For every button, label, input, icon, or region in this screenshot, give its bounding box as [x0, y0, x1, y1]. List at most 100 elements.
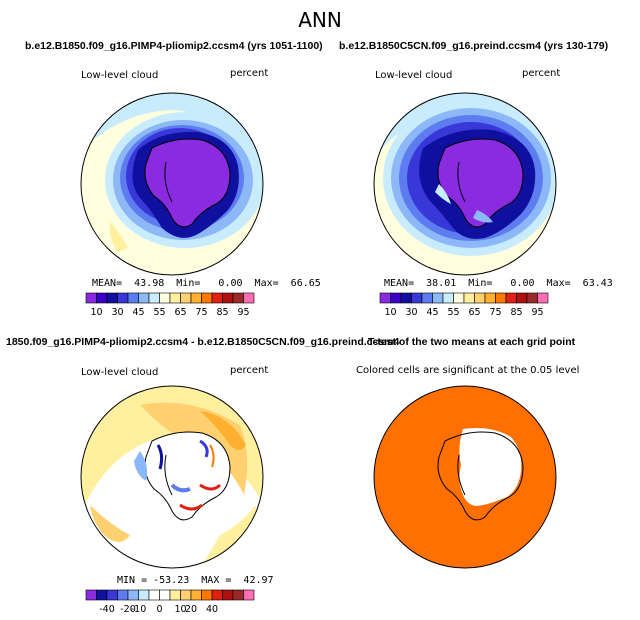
panel2-colorbar-tick-label: 55: [447, 307, 459, 318]
panel1-colorbar-box: [106, 292, 118, 304]
panel1-colorbar-box: [180, 292, 192, 304]
panel2-colorbar-box: [505, 292, 517, 304]
panel3-colorbar-box: [159, 589, 171, 601]
panel1-colorbar-box: [127, 292, 139, 304]
panel3-colorbar-box: [211, 589, 223, 601]
main-title: ANN: [298, 8, 342, 32]
panel3-red-streak-1: [199, 483, 222, 491]
panel1-colorbar-box: [96, 292, 108, 304]
panel1-colorbar-box: [85, 292, 97, 304]
panel1-colorbar-tick-label: 95: [237, 307, 249, 318]
panel2-light-patch: [435, 184, 451, 204]
panel4-map: [373, 385, 557, 569]
panel2-colorbar-tick-label: 10: [384, 307, 396, 318]
panel3-colorbar-tick-label: -20: [120, 604, 136, 615]
panel3-colorbar-box: [190, 589, 202, 601]
panel3-red-streak-2: [179, 503, 203, 511]
panel3-field-label: Low-level cloud: [81, 367, 159, 378]
panel3-colorbar-box: [138, 589, 150, 601]
panel2-colorbar-box: [432, 292, 444, 304]
panel1-colorbar-box: [148, 292, 160, 304]
panel2-colorbar-tick-label: 45: [426, 307, 438, 318]
panel2-colorbar-box: [484, 292, 496, 304]
panel2-field-label: Low-level cloud: [375, 70, 453, 81]
panel3-dark-orange-band: [200, 411, 246, 450]
panel2-colorbar-box: [379, 292, 391, 304]
panel1-title: b.e12.B1850.f09_g16.PIMP4-pliomip2.ccsm4…: [25, 40, 323, 52]
panel3-colorbar-box: [180, 589, 192, 601]
panel3-colorbar-box: [96, 589, 108, 601]
panel2-colorbar-box: [474, 292, 486, 304]
panel2-colorbar-box: [453, 292, 465, 304]
panel1-map-border: [80, 92, 264, 276]
panel2-colorbar-box: [400, 292, 412, 304]
panel1-stats: MEAN= 43.98 Min= 0.00 Max= 66.65: [92, 278, 321, 289]
panel1-map: [80, 92, 264, 276]
panel3-title: 1850.f09_g16.PIMP4-pliomip2.ccsm4 - b.e1…: [6, 336, 400, 348]
panel1-antarctica: [144, 138, 231, 228]
panel3-blue-streak-3: [170, 483, 191, 493]
panel2-colorbar-tick-label: 95: [531, 307, 543, 318]
panel3-map: [80, 385, 264, 569]
panel2-colorbar-tick-label: 85: [510, 307, 522, 318]
panel1-colorbar-box: [138, 292, 150, 304]
panel1-colorbar-box: [243, 292, 255, 304]
panel2-colorbar-box: [495, 292, 507, 304]
panel1-colorbar-box: [117, 292, 129, 304]
panel2-colorbar-tick-label: 30: [405, 307, 417, 318]
panel3-colorbar-box: [117, 589, 129, 601]
panel3-colorbar-box: [232, 589, 244, 601]
panel1-colorbar-box: [232, 292, 244, 304]
panel3-colorbar-box: [201, 589, 213, 601]
panel3-colorbar-box: [106, 589, 118, 601]
panel3-blue-patch-1: [134, 451, 148, 481]
panel2-map-border: [373, 92, 557, 276]
panel1-yellow-patch: [109, 222, 128, 252]
panel1-colorbar-box: [159, 292, 171, 304]
panel1-colorbar-tick-label: 45: [132, 307, 144, 318]
panel4-title: T-test of the two means at each grid poi…: [368, 336, 576, 348]
panel2-colorbar-box: [421, 292, 433, 304]
panel1-colorbar-box: [211, 292, 223, 304]
panel1-coast-detail: [164, 161, 173, 203]
panel1-colorbar-tick-label: 10: [90, 307, 102, 318]
panel4-insignificant-region: [459, 428, 522, 506]
panel2-map: [373, 92, 557, 276]
panel2-colorbar-box: [463, 292, 475, 304]
panel1-colorbar-tick-label: 75: [195, 307, 207, 318]
panel4-map-border: [373, 385, 557, 569]
panel2-colorbar: 10 30 45 55 65 75 85 95: [379, 292, 549, 318]
panel1-colorbar-box: [169, 292, 181, 304]
panel2-colorbar-box: [537, 292, 549, 304]
panel1-colorbar-tick-label: 30: [111, 307, 123, 318]
panel3-colorbar-tick-label: 0: [156, 604, 162, 615]
panel2-title: b.e12.B1850C5CN.f09_g16.preind.ccsm4 (yr…: [339, 40, 609, 52]
panel4-antarctica-outline: [437, 431, 524, 521]
panel3-colorbar-tick-label: 10: [174, 604, 186, 615]
panel3-colorbar-box: [243, 589, 255, 601]
panel3-orange-streak: [209, 444, 215, 468]
panel2-colorbar-box: [411, 292, 423, 304]
panel3-map-border: [80, 385, 264, 569]
panel1-colorbar-box: [201, 292, 213, 304]
panel3-blue-streak-2: [199, 439, 209, 458]
panel3-colorbar-box: [169, 589, 181, 601]
panel3-colorbar-tick-label: 20: [185, 604, 197, 615]
panel3-colorbar-box: [148, 589, 160, 601]
panel1-units-label: percent: [230, 68, 269, 79]
panel1-colorbar-box: [190, 292, 202, 304]
panel3-blue-streak-1: [156, 444, 164, 470]
panel2-colorbar-box: [516, 292, 528, 304]
panel3-colorbar-tick-label: 40: [206, 604, 218, 615]
panel3-colorbar-tick-label: -10: [131, 604, 147, 615]
panel2-colorbar-tick-label: 65: [468, 307, 480, 318]
panel3-colorbar-tick-label: -40: [99, 604, 115, 615]
panel3-units-label: percent: [230, 365, 269, 376]
panel1-colorbar-tick-label: 65: [174, 307, 186, 318]
panel2-stats: MEAN= 38.01 Min= 0.00 Max= 63.43: [384, 278, 613, 289]
panel3-colorbar-box: [127, 589, 139, 601]
panel1-colorbar-box: [222, 292, 234, 304]
panel3-colorbar-box: [222, 589, 234, 601]
panel1-colorbar: 10 30 45 55 65 75 85 95: [85, 292, 255, 318]
